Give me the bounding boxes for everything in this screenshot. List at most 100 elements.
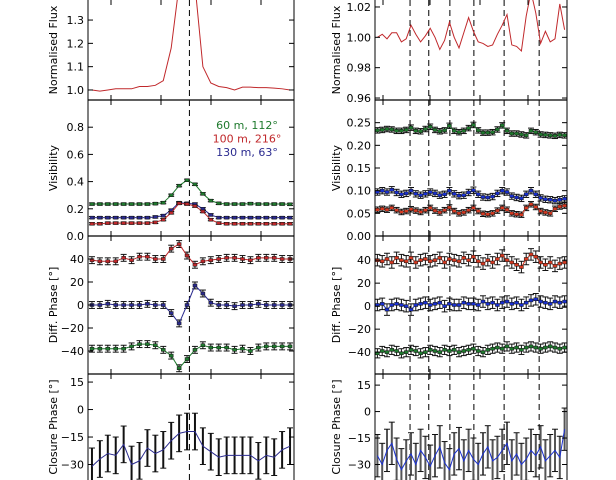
data-point: [232, 256, 237, 260]
data-point: [499, 188, 505, 193]
data-point: [437, 129, 443, 134]
legend-entry: 60 m, 112°: [216, 119, 278, 132]
y-tick-label: 1.00: [347, 31, 372, 44]
data-point: [557, 204, 563, 209]
data-point: [200, 343, 206, 347]
data-point: [389, 260, 395, 265]
data-point: [509, 194, 515, 198]
data-point: [184, 357, 190, 361]
data-point: [504, 258, 510, 262]
data-point: [137, 202, 142, 206]
data-point: [485, 258, 491, 262]
series-line: [377, 124, 565, 137]
data-point: [509, 302, 515, 306]
data-point: [408, 256, 414, 260]
y-tick-label: 0.15: [347, 162, 372, 175]
data-point: [509, 211, 515, 216]
data-point: [168, 246, 174, 251]
data-point: [533, 297, 539, 301]
data-point: [97, 346, 103, 351]
data-point: [514, 345, 519, 350]
y-tick-label: 1.2: [67, 37, 85, 50]
data-point: [379, 302, 385, 306]
y-tick-label: −15: [348, 432, 371, 445]
data-point: [427, 190, 433, 194]
data-point: [490, 300, 495, 305]
data-point: [279, 202, 285, 206]
data-point: [509, 346, 515, 351]
data-point: [528, 252, 534, 257]
y-tick-label: −20: [348, 323, 371, 336]
data-point: [145, 202, 150, 206]
data-point: [562, 203, 567, 208]
data-point: [495, 257, 500, 261]
data-point: [379, 188, 385, 193]
data-point: [557, 261, 563, 266]
data-point: [389, 348, 395, 352]
y-axis-label: Diff. Phase [°]: [47, 267, 60, 344]
data-point: [451, 303, 457, 307]
data-point: [485, 130, 491, 135]
data-point: [543, 197, 548, 202]
right-panel-flux: 0.96 0.98 1.00 1.02 Normalised Flux: [330, 0, 568, 105]
data-point: [552, 134, 558, 138]
data-point: [403, 350, 409, 354]
data-point: [504, 190, 510, 194]
data-point: [168, 353, 174, 358]
data-point: [248, 215, 253, 220]
data-point: [287, 215, 293, 220]
right-panel-vis: 0.00 0.05 0.10 0.15 0.20 0.25 Visibility: [330, 100, 568, 243]
data-point: [399, 192, 404, 197]
data-point: [216, 215, 221, 220]
data-point: [423, 350, 428, 354]
data-point: [485, 348, 491, 352]
data-point: [137, 254, 142, 259]
data-point: [399, 258, 404, 262]
y-tick-label: 0: [364, 406, 371, 419]
data-point: [547, 302, 553, 306]
data-point: [533, 192, 539, 197]
data-point: [394, 208, 399, 212]
data-point: [394, 190, 399, 195]
y-tick-label: 1.02: [347, 1, 372, 14]
data-point: [471, 188, 476, 192]
data-point: [271, 215, 277, 220]
y-tick-label: −40: [61, 345, 84, 358]
data-point: [495, 208, 500, 213]
data-point: [271, 222, 277, 226]
data-point: [533, 345, 539, 350]
data-point: [256, 222, 261, 226]
y-tick-label: 0.2: [67, 203, 85, 216]
plot-area: [88, 236, 294, 374]
series-line: [377, 189, 565, 202]
data-point: [121, 215, 126, 220]
data-point: [184, 253, 190, 258]
data-point: [413, 349, 419, 353]
data-point: [451, 258, 457, 262]
data-point: [423, 192, 428, 196]
data-point: [538, 346, 543, 351]
data-point: [394, 349, 399, 353]
data-point: [153, 343, 158, 347]
y-axis-label: Visibility: [47, 144, 60, 191]
data-point: [256, 256, 261, 260]
data-point: [129, 215, 134, 220]
data-point: [480, 350, 486, 354]
left-panel-vis: 0.0 0.2 0.4 0.6 0.8 Visibility: [47, 100, 295, 243]
data-point: [427, 206, 433, 210]
data-point: [264, 202, 269, 206]
plot-area: [375, 236, 567, 374]
data-point: [499, 206, 505, 210]
y-tick-label: 0.96: [347, 92, 372, 105]
data-point: [248, 349, 253, 353]
y-tick-label: −15: [61, 431, 84, 444]
y-tick-label: 0.6: [67, 148, 85, 161]
data-point: [466, 190, 471, 195]
y-tick-label: −30: [348, 458, 371, 471]
right-panel-cphase: −30 −15 0 15 Closure Phase [°]: [330, 374, 568, 480]
data-point: [200, 192, 206, 196]
data-point: [557, 346, 563, 351]
data-point: [413, 192, 419, 196]
data-point: [427, 348, 433, 352]
data-point: [504, 207, 510, 212]
